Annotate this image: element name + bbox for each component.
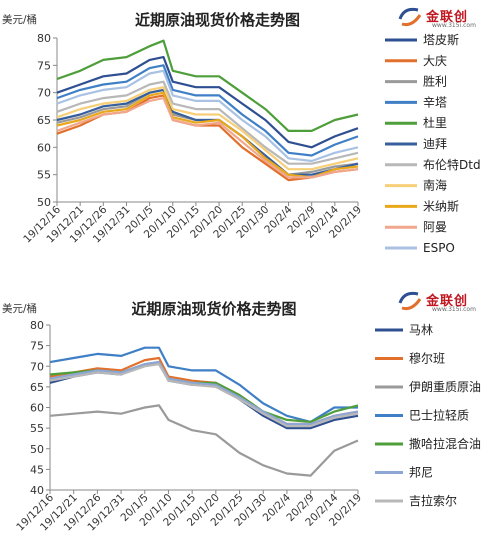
brand-name: 金联创 (426, 294, 469, 309)
series-line (49, 363, 359, 428)
y-axis-label: 美元/桶 (2, 13, 37, 26)
series-line (49, 361, 359, 426)
y-tick-label: 50 (30, 443, 44, 456)
legend-label: 伊朗重质原油 (409, 380, 481, 394)
y-tick-label: 80 (37, 32, 51, 45)
legend-label: 南海 (423, 178, 447, 193)
legend-label: 穆尔班 (409, 351, 445, 366)
chart-2: 近期原油现货价格走势图美元/桶40455055606570758019/12/1… (2, 300, 481, 533)
legend-label: 迪拜 (423, 137, 447, 151)
logo-mark-icon (398, 291, 422, 311)
y-tick-label: 75 (30, 340, 44, 353)
chart-title: 近期原油现货价格走势图 (135, 11, 300, 29)
series-line (56, 39, 359, 132)
series-line (56, 91, 359, 179)
series-line (56, 55, 359, 149)
legend-label: 巴士拉轻质 (409, 408, 469, 423)
y-tick-label: 45 (30, 463, 44, 476)
legend-label: 布伦特Dtd (423, 157, 481, 172)
legend-label: 阿曼 (423, 220, 447, 234)
legend-label: 大庆 (423, 54, 447, 68)
y-tick-label: 55 (30, 422, 44, 435)
legend-label: ESPO (423, 241, 455, 255)
y-tick-label: 65 (37, 114, 51, 127)
logo-mark-icon (398, 7, 422, 27)
legend-label: 塔皮斯 (423, 33, 459, 47)
legend-label: 邦尼 (409, 466, 433, 480)
y-tick-label: 80 (30, 319, 44, 332)
series-line (56, 86, 359, 171)
y-axis-label: 美元/桶 (2, 302, 37, 315)
series-line (49, 346, 358, 423)
y-tick-label: 60 (30, 402, 44, 415)
series-line (56, 88, 359, 176)
brand-logo: 金联创 www.315i.com (398, 5, 493, 33)
y-tick-label: 75 (37, 59, 51, 72)
y-tick-label: 55 (37, 169, 51, 182)
y-tick-label: 50 (37, 196, 51, 209)
brand-url: www.315i.com (432, 306, 476, 313)
series-line (56, 80, 359, 165)
chart-title: 近期原油现货价格走势图 (131, 300, 296, 318)
y-tick-label: 40 (30, 484, 44, 497)
series-line (56, 69, 359, 163)
brand-name: 金联创 (426, 10, 469, 25)
brand-logo: 金联创 www.315i.com (398, 289, 493, 317)
series-line (56, 96, 359, 179)
legend-label: 撒哈拉混合油 (409, 436, 481, 451)
y-tick-label: 70 (30, 360, 44, 373)
series-line (56, 64, 359, 157)
series-line (49, 356, 359, 426)
legend-label: 胜利 (423, 74, 447, 89)
y-tick-label: 65 (30, 381, 44, 394)
legend-label: 杜里 (423, 115, 447, 130)
y-tick-label: 70 (37, 87, 51, 100)
brand-url: www.315i.com (432, 22, 476, 29)
y-tick-label: 60 (37, 141, 51, 154)
legend-label: 米纳斯 (423, 199, 459, 213)
chart-1: 近期原油现货价格走势图美元/桶5055606570758019/12/1619/… (2, 11, 481, 255)
series-line (56, 88, 359, 176)
legend-label: 吉拉索尔 (409, 493, 457, 508)
legend-label: 马林 (409, 323, 433, 337)
series-line (49, 404, 359, 477)
legend-label: 辛塔 (423, 95, 447, 109)
